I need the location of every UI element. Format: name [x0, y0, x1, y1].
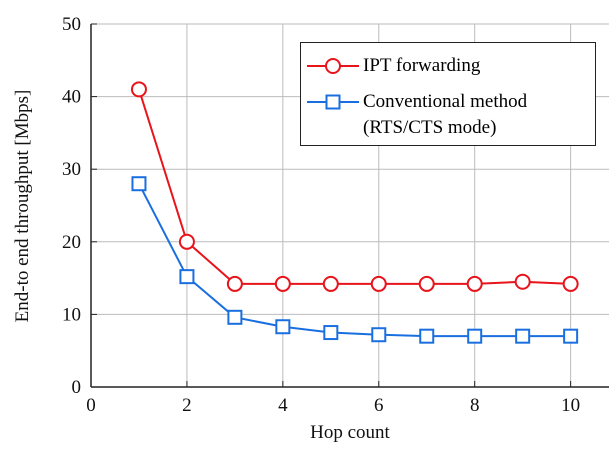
- point: [323, 325, 339, 341]
- point: [514, 273, 531, 290]
- point: [131, 176, 147, 192]
- point: [179, 269, 195, 285]
- series-line: [138, 183, 571, 338]
- point: [226, 275, 243, 292]
- series-line: [138, 89, 571, 285]
- point: [130, 81, 147, 98]
- point: [562, 275, 579, 292]
- y-tick-label: 10: [62, 304, 81, 325]
- legend: IPT forwarding Conventional method (RTS/C…: [300, 42, 596, 146]
- point: [325, 58, 341, 74]
- legend-label: Conventional method (RTS/CTS mode): [363, 91, 528, 138]
- x-tick-label: 4: [278, 395, 288, 416]
- legend-label: IPT forwarding: [363, 55, 481, 76]
- y-tick-label: 20: [62, 232, 81, 253]
- point: [371, 327, 387, 343]
- point: [466, 275, 483, 292]
- y-tick-label: 30: [62, 159, 81, 180]
- y-tick-label: 50: [62, 14, 81, 35]
- x-tick-label: 0: [86, 395, 96, 416]
- legend-swatch: [307, 58, 359, 74]
- point: [563, 328, 579, 344]
- x-tick-label: 10: [561, 395, 580, 416]
- legend-swatch: [307, 94, 359, 110]
- point: [467, 328, 483, 344]
- point: [227, 309, 243, 325]
- x-tick-label: 8: [470, 395, 480, 416]
- point: [515, 328, 531, 344]
- x-axis-label: Hop count: [310, 422, 390, 443]
- point: [325, 94, 341, 110]
- point: [178, 233, 195, 250]
- point: [418, 275, 435, 292]
- point: [275, 319, 291, 335]
- point: [419, 328, 435, 344]
- point: [370, 275, 387, 292]
- y-tick-label: 40: [62, 87, 81, 108]
- x-tick-label: 6: [374, 395, 384, 416]
- point: [274, 275, 291, 292]
- y-tick-label: 0: [72, 377, 82, 398]
- x-tick-label: 2: [182, 395, 192, 416]
- point: [322, 275, 339, 292]
- y-axis-label: End-to end throughput [Mbps]: [12, 90, 33, 323]
